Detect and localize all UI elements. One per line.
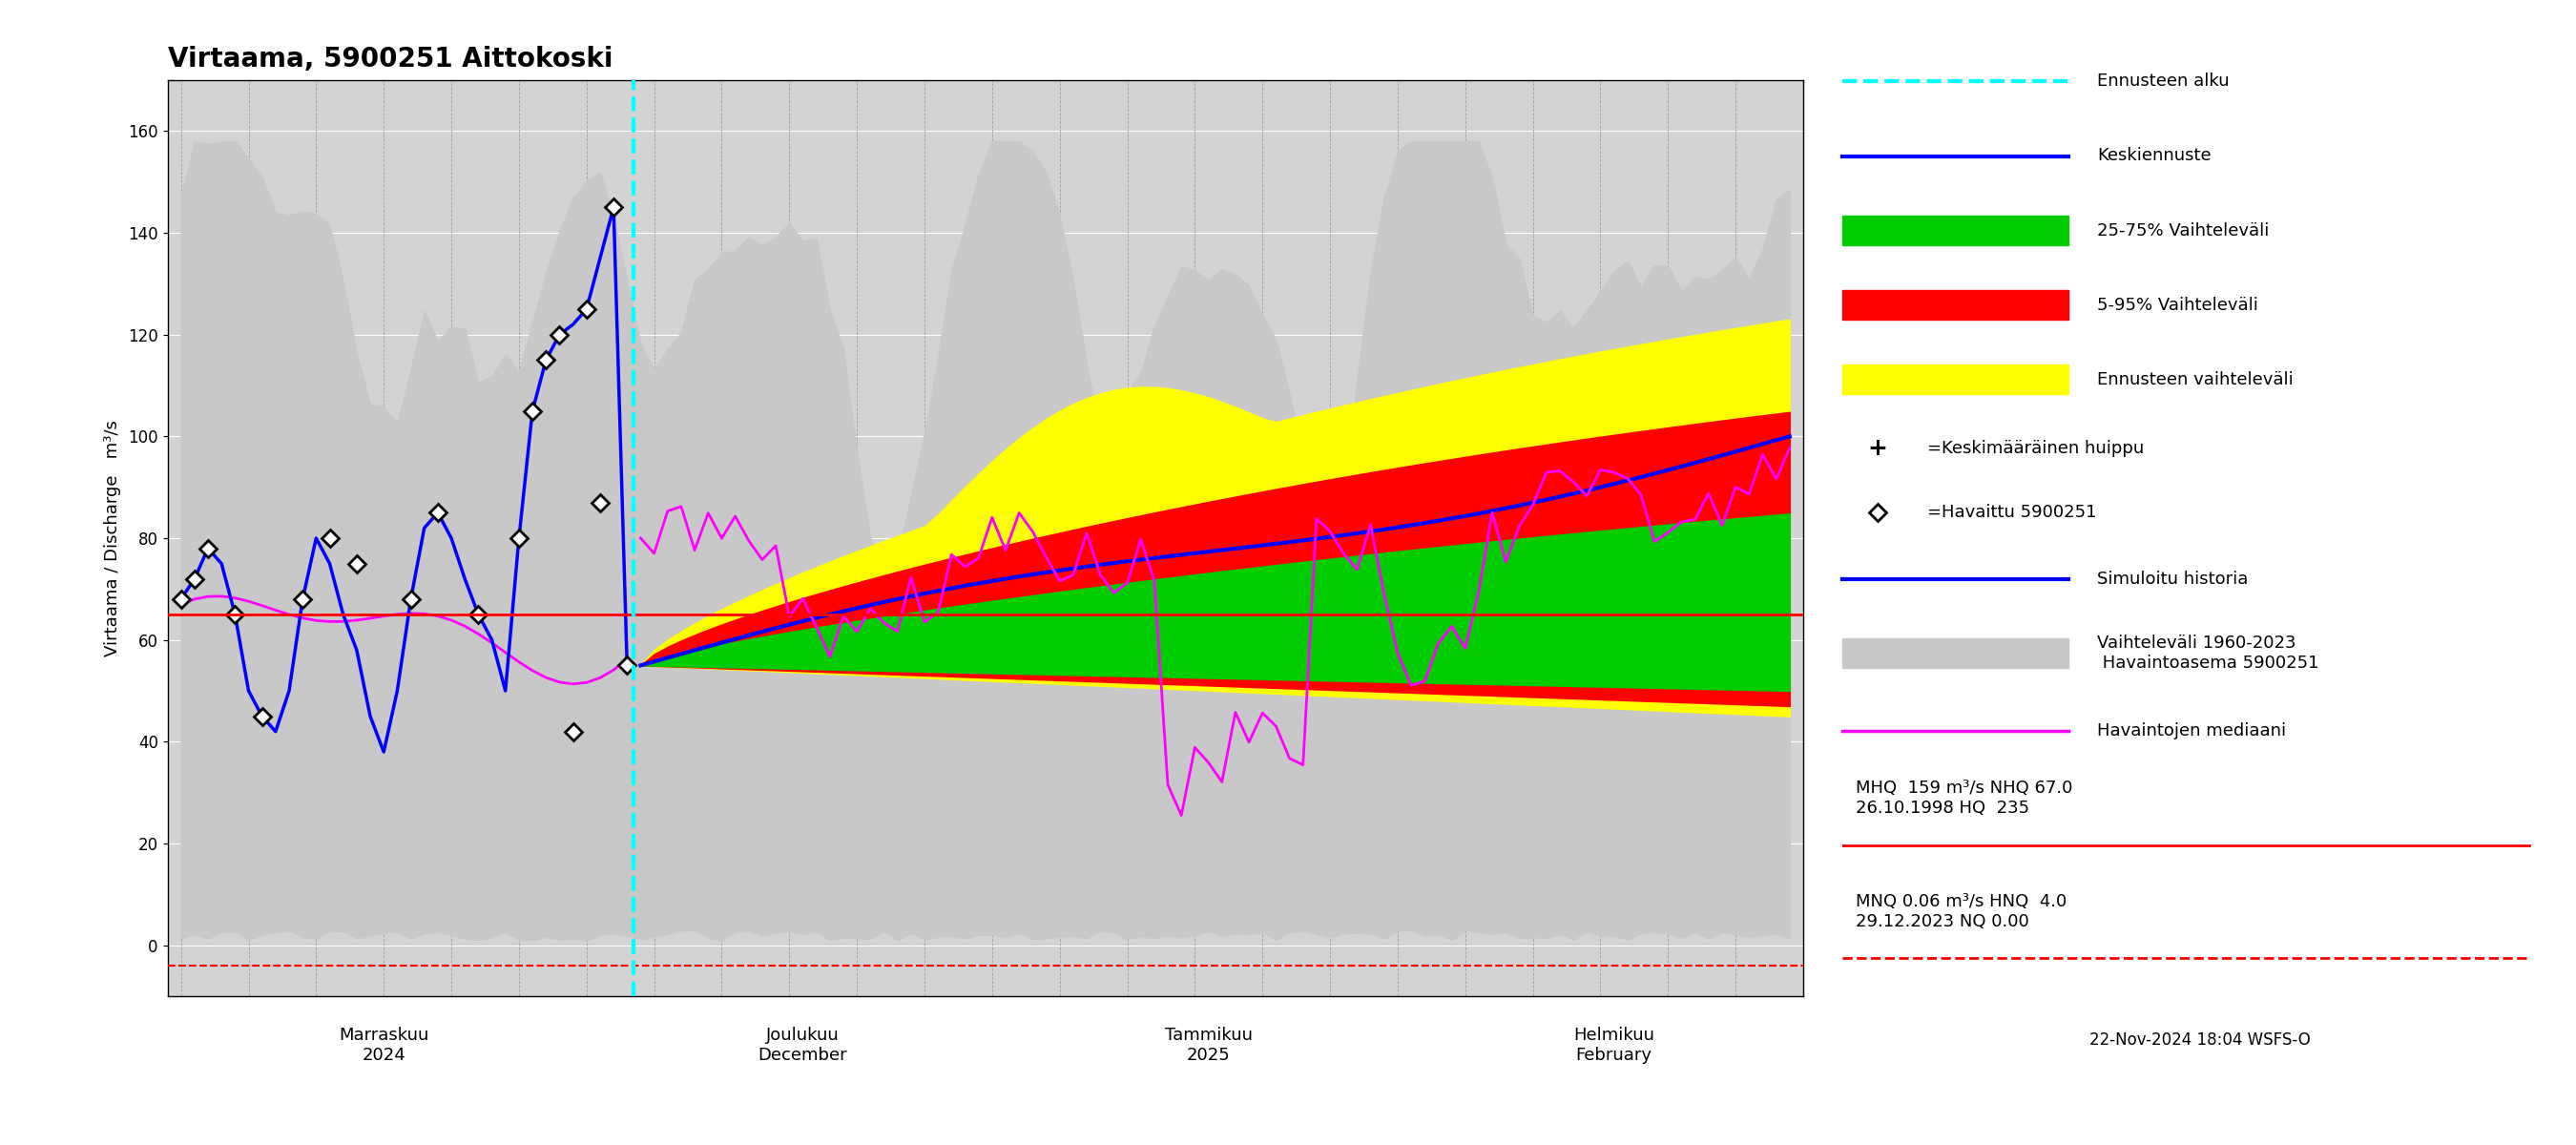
Text: Ennusteen alku: Ennusteen alku [2097,73,2228,90]
Text: Virtaama, 5900251 Aittokoski: Virtaama, 5900251 Aittokoski [167,46,613,72]
Text: Simuloitu historia: Simuloitu historia [2097,570,2249,587]
Text: 5-95% Vaihteleväli: 5-95% Vaihteleväli [2097,297,2259,314]
Text: Helmikuu
February: Helmikuu February [1574,1027,1654,1064]
Text: Ennusteen vaihteleväli: Ennusteen vaihteleväli [2097,371,2293,388]
Text: 22-Nov-2024 18:04 WSFS-O: 22-Nov-2024 18:04 WSFS-O [2089,1032,2311,1049]
Text: MNQ 0.06 m³/s HNQ  4.0
29.12.2023 NQ 0.00: MNQ 0.06 m³/s HNQ 4.0 29.12.2023 NQ 0.00 [1855,893,2066,931]
Text: Keskiennuste: Keskiennuste [2097,148,2210,165]
Y-axis label: Virtaama / Discharge   m³/s: Virtaama / Discharge m³/s [103,420,121,656]
Text: MHQ  159 m³/s NHQ 67.0
26.10.1998 HQ  235: MHQ 159 m³/s NHQ 67.0 26.10.1998 HQ 235 [1855,780,2074,816]
Bar [1842,215,2069,245]
Text: =Havaittu 5900251: =Havaittu 5900251 [1927,504,2097,521]
Bar [1842,290,2069,319]
Text: +: + [1868,437,1888,460]
Text: Havaintojen mediaani: Havaintojen mediaani [2097,722,2285,740]
Bar [1842,365,2069,395]
Text: 25-75% Vaihteleväli: 25-75% Vaihteleväli [2097,222,2269,239]
Text: Joulukuu
December: Joulukuu December [757,1027,848,1064]
Bar [1842,639,2069,669]
Text: =Keskimääräinen huippu: =Keskimääräinen huippu [1927,440,2143,457]
Text: Vaihteleväli 1960-2023
 Havaintoasema 5900251: Vaihteleväli 1960-2023 Havaintoasema 590… [2097,634,2318,672]
Text: Tammikuu
2025: Tammikuu 2025 [1164,1027,1252,1064]
Text: Marraskuu
2024: Marraskuu 2024 [337,1027,428,1064]
